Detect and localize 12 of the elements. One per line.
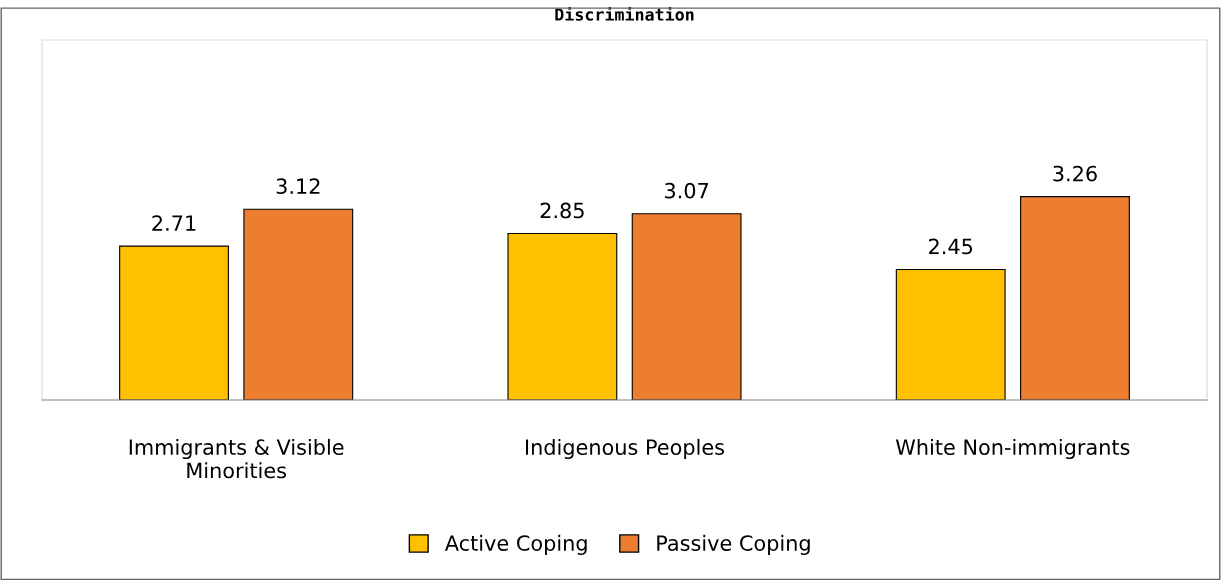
- legend-label: Active Coping: [444, 534, 587, 555]
- x-tick-label: Indigenous Peoples: [526, 438, 725, 460]
- x-tick-label: White Non-immigrants: [895, 438, 1130, 460]
- data-label: 3.12: [276, 178, 320, 195]
- data-label: 3.07: [665, 182, 709, 199]
- data-label: 2.71: [152, 215, 196, 231]
- data-label: 2.45: [929, 238, 973, 255]
- chart-title: Discrimination: [555, 7, 694, 21]
- data-label: 3.26: [1053, 165, 1097, 182]
- x-tick-label: Immigrants & Visible Minorities: [129, 438, 344, 479]
- legend-label: Passive Coping: [657, 534, 810, 555]
- data-label: 2.85: [540, 202, 584, 219]
